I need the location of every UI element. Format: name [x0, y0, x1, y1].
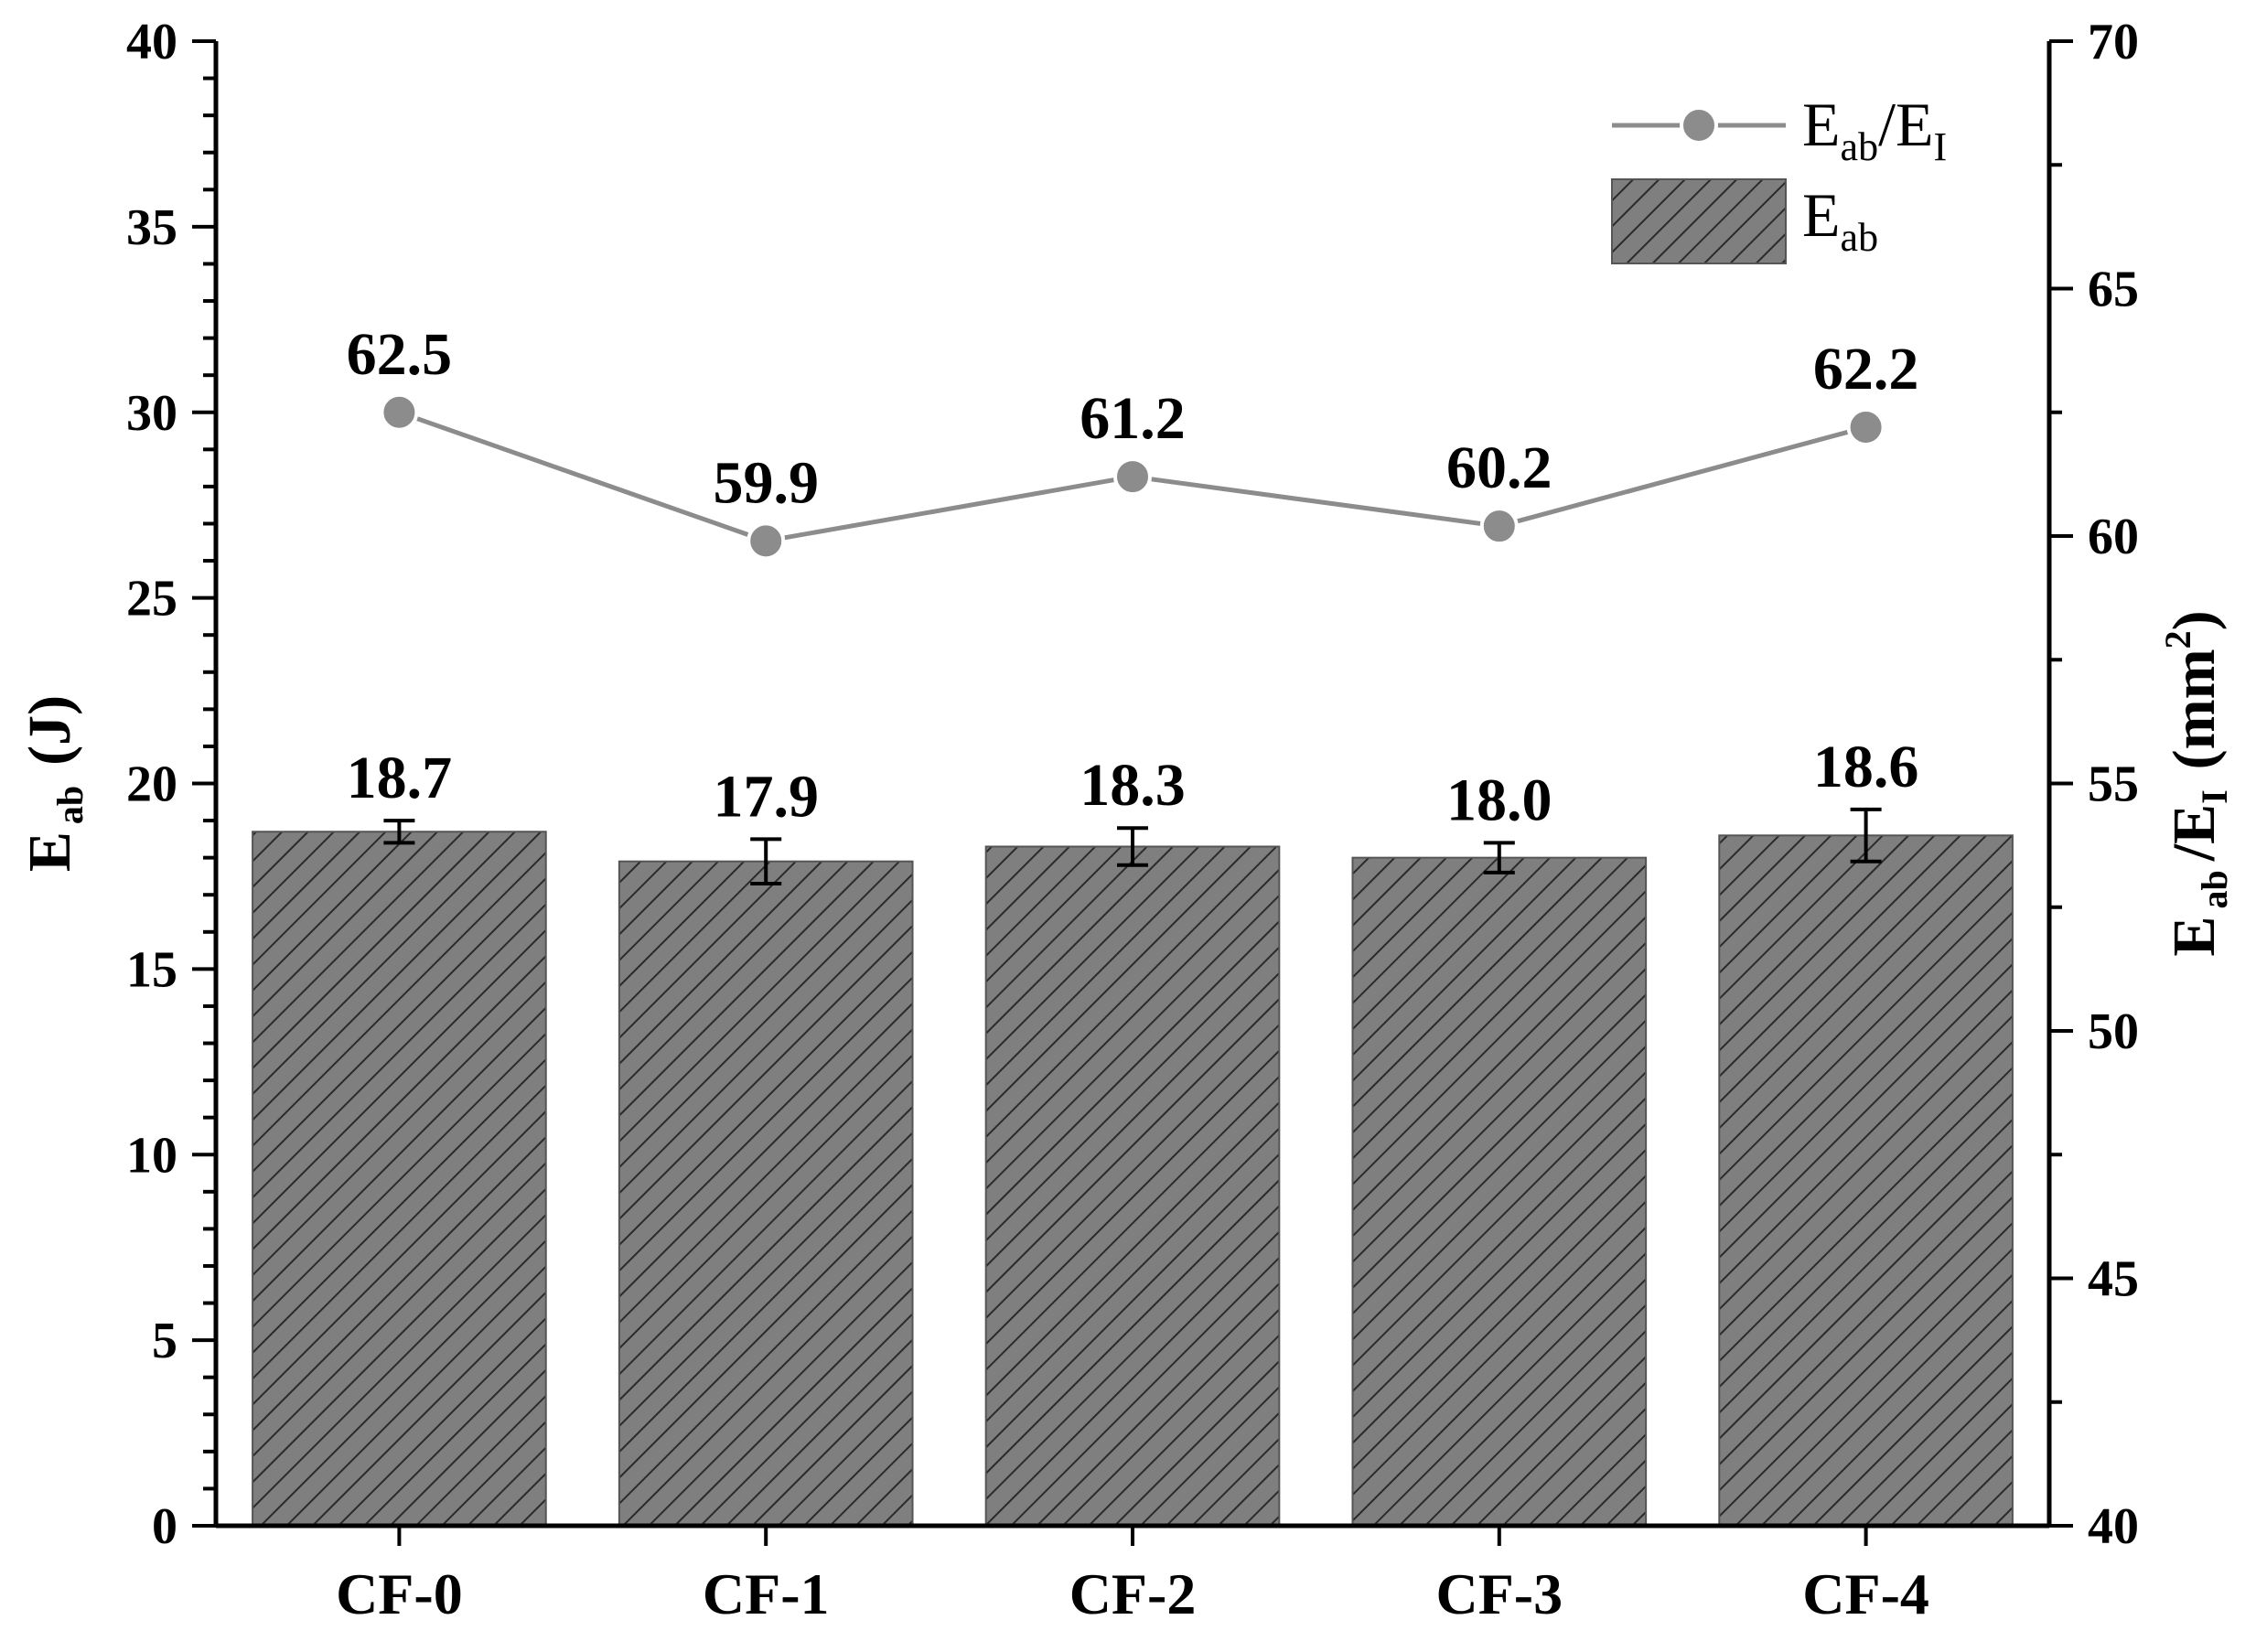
left-axis-title-unit: (J) [16, 695, 83, 766]
category-label: CF-2 [1069, 1561, 1197, 1626]
right-axis-title: Eab/EI (mm2) [2157, 610, 2235, 956]
right-tick-label: 50 [2088, 1003, 2139, 1060]
right-tick-label: 40 [2088, 1498, 2139, 1555]
legend-bar-swatch [1611, 178, 1787, 264]
category-label: CF-0 [336, 1561, 463, 1626]
ratio-point [380, 392, 419, 432]
error-bars-layer [383, 807, 1882, 886]
bar [618, 860, 914, 1527]
bar [984, 845, 1281, 1527]
right-axis-title-sub1: ab [2194, 870, 2235, 908]
legend-ratio-main: E [1802, 90, 1841, 159]
ratio-point [747, 521, 786, 561]
legend-line-marker [1680, 106, 1718, 145]
ratio-value-label: 59.9 [713, 449, 819, 516]
bar-value-label: 18.3 [1080, 752, 1186, 819]
right-axis-title-mid: /E [2161, 804, 2228, 862]
ratio-value-label: 62.2 [1813, 336, 1919, 402]
axes-layer: 0 5 10 15 20 25 30 35 40 40 45 50 55 60 65 70 CF-0 CF-1 CF… [16, 14, 2235, 1626]
right-tick-label: 45 [2088, 1251, 2139, 1308]
legend-ratio-sub: ab [1841, 124, 1879, 169]
left-tick-label: 40 [126, 14, 177, 70]
right-axis-title-sup: 2 [2157, 630, 2198, 649]
right-tick-label: 65 [2088, 262, 2139, 318]
bar-value-label: 18.7 [347, 745, 453, 811]
legend-label-energy: Eab [1802, 180, 1878, 260]
legend-label-ratio: Eab/EI [1802, 90, 1947, 169]
bar-value-label: 17.9 [713, 763, 819, 830]
left-axis-title: Eab (J) [16, 695, 91, 872]
data-labels-layer: 18.7 17.9 18.3 18.0 18.6 62.5 59.9 61.2 60.2 62.2 [347, 321, 1919, 834]
bars-layer [252, 831, 2014, 1527]
right-tick-label: 70 [2088, 14, 2139, 70]
legend-ratio-sub2: I [1934, 124, 1948, 169]
right-axis-title-main: E [2161, 917, 2228, 957]
category-label: CF-4 [1802, 1561, 1929, 1626]
left-axis-title-sub: ab [49, 786, 91, 824]
ratio-value-label: 61.2 [1080, 385, 1186, 452]
left-axis-title-main: E [16, 831, 83, 872]
bar [1351, 856, 1648, 1527]
ratio-value-label: 60.2 [1446, 434, 1552, 501]
ratio-point [1479, 507, 1519, 546]
ratio-value-label: 62.5 [347, 321, 453, 388]
bar-value-label: 18.0 [1446, 767, 1552, 833]
left-tick-label: 35 [126, 199, 177, 256]
bar [1718, 834, 2014, 1527]
ratio-line-layer [380, 392, 1885, 561]
bar-value-label: 18.6 [1813, 734, 1919, 800]
ratio-point [1113, 457, 1152, 497]
left-tick-label: 30 [126, 385, 177, 442]
bar [252, 831, 547, 1527]
legend-energy-sub: ab [1841, 215, 1879, 260]
ratio-point [1846, 407, 1885, 446]
left-tick-label: 10 [126, 1127, 177, 1184]
right-axis-title-unit-pre: (mm [2161, 649, 2228, 769]
right-tick-label: 60 [2088, 509, 2139, 565]
left-tick-label: 5 [152, 1313, 177, 1369]
left-tick-label: 0 [152, 1498, 177, 1555]
right-axis-title-sub2: I [2194, 789, 2235, 804]
category-label: CF-3 [1435, 1561, 1563, 1626]
left-tick-label: 20 [126, 756, 177, 813]
left-tick-label: 25 [126, 571, 177, 628]
right-axis-title-unit-post: ) [2161, 610, 2228, 630]
category-label: CF-1 [703, 1561, 830, 1626]
legend-ratio-rest: /E [1878, 90, 1933, 159]
right-tick-label: 55 [2088, 756, 2139, 813]
legend-energy-main: E [1802, 180, 1841, 250]
left-tick-label: 15 [126, 941, 177, 998]
